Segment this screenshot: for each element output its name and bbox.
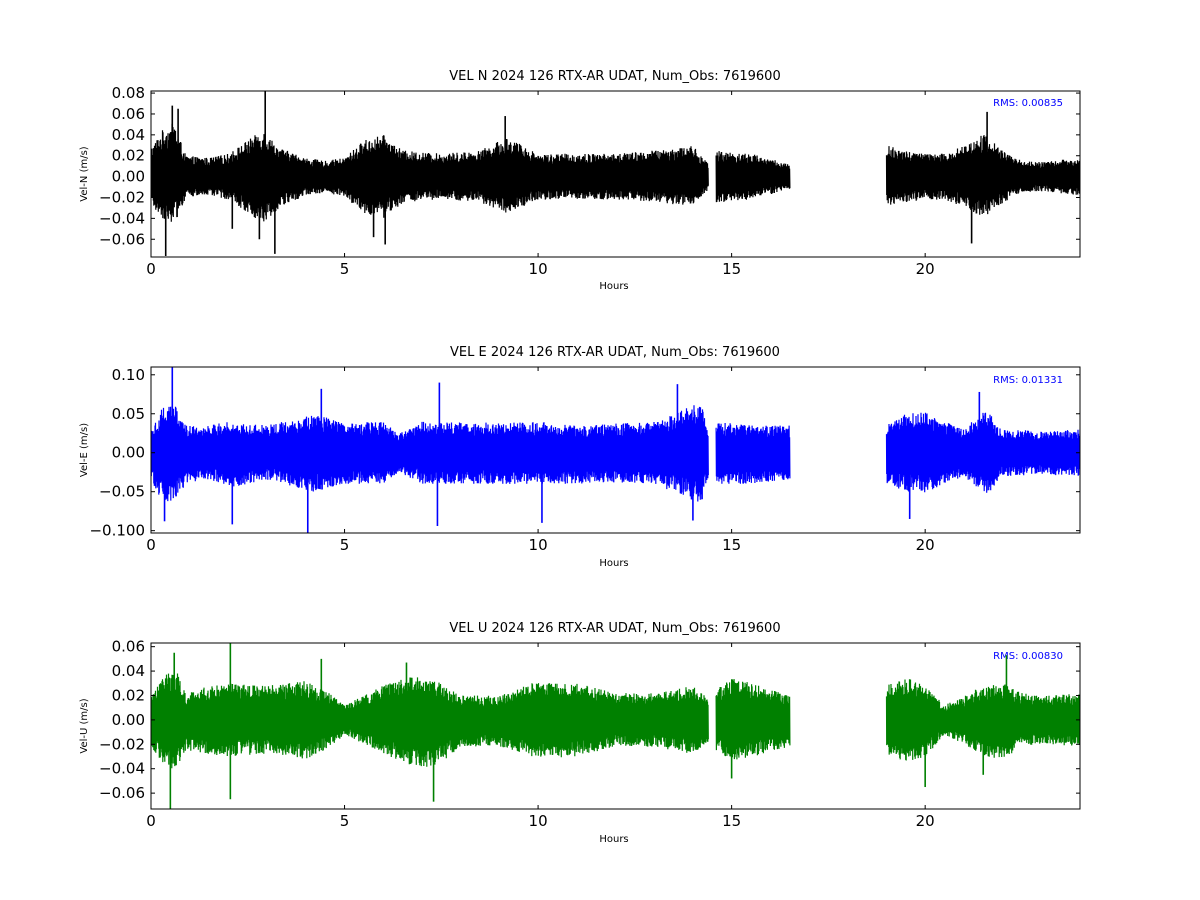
- series-segment: [885, 679, 1080, 761]
- axes-frame: [150, 366, 1081, 534]
- axis-ticks: 0 5 10 15 20 −0.06 −0.04 −0.02 0.00 0.02 0.04 0.06 0…: [99, 84, 1081, 278]
- rms-annotation: RMS: 0.01331: [993, 375, 1063, 386]
- x-tick-label: 0: [146, 536, 156, 554]
- x-tick-label: 15: [722, 812, 741, 830]
- panel-title: VEL N 2024 126 RTX-AR UDAT, Num_Obs: 761…: [449, 69, 780, 84]
- y-tick-label: 0.02: [112, 686, 145, 704]
- y-tick-label: 0.00: [112, 711, 145, 729]
- x-tick-label: 0: [146, 812, 156, 830]
- plot-area: [151, 91, 1080, 256]
- y-tick-label: −0.04: [99, 760, 145, 778]
- series-segment: [715, 151, 791, 203]
- x-tick-label: 5: [340, 812, 350, 830]
- y-tick-label: 0.06: [112, 105, 145, 123]
- x-tick-label: 0: [146, 260, 156, 278]
- y-tick-label: 0.04: [112, 662, 145, 680]
- y-tick-label: −0.02: [99, 735, 145, 753]
- x-tick-label: 20: [916, 536, 935, 554]
- y-tick-label: −0.06: [99, 230, 145, 248]
- series-segment: [715, 679, 791, 760]
- y-tick-label: −0.05: [99, 483, 145, 501]
- x-tick-label: 5: [340, 260, 350, 278]
- plot-area: [151, 643, 1080, 809]
- data-series: [151, 91, 1080, 256]
- rms-annotation: RMS: 0.00835: [993, 98, 1063, 109]
- axis-ticks: 0 5 10 15 20 −0.100 −0.05 0.00 0.05 0.10: [89, 366, 1081, 554]
- series-segment: [885, 135, 1080, 215]
- series-segment: [885, 412, 1080, 493]
- x-tick-label: 5: [340, 536, 350, 554]
- data-series: [151, 367, 1080, 533]
- y-tick-label: −0.02: [99, 188, 145, 206]
- x-tick-label: 10: [529, 536, 548, 554]
- x-axis-label: Hours: [599, 281, 628, 292]
- x-tick-label: 20: [916, 260, 935, 278]
- data-series: [151, 643, 1080, 809]
- x-axis-label: Hours: [599, 558, 628, 569]
- y-tick-label: 0.05: [112, 405, 145, 423]
- axis-ticks: 0 5 10 15 20 −0.06 −0.04 −0.02 0.00 0.02 0.04 0.06: [99, 638, 1081, 830]
- y-tick-label: 0.06: [112, 638, 145, 656]
- y-tick-label: 0.08: [112, 84, 145, 102]
- axes-frame: [150, 642, 1081, 810]
- y-tick-label: −0.06: [99, 784, 145, 802]
- y-axis-label: Vel-E (m/s): [79, 423, 90, 477]
- y-tick-label: 0.00: [112, 444, 145, 462]
- x-tick-label: 10: [529, 812, 548, 830]
- y-tick-label: 0.10: [112, 366, 145, 384]
- y-tick-label: 0.00: [112, 168, 145, 186]
- y-tick-label: 0.04: [112, 126, 145, 144]
- series-segment: [151, 673, 709, 769]
- x-tick-label: 15: [722, 536, 741, 554]
- axes-frame: [150, 90, 1081, 258]
- x-tick-label: 20: [916, 812, 935, 830]
- y-tick-label: 0.02: [112, 147, 145, 165]
- panel-title: VEL E 2024 126 RTX-AR UDAT, Num_Obs: 761…: [450, 345, 780, 360]
- panel-vel-u: VEL U 2024 126 RTX-AR UDAT, Num_Obs: 761…: [79, 621, 1081, 845]
- x-axis-label: Hours: [599, 834, 628, 845]
- rms-annotation: RMS: 0.00830: [993, 651, 1063, 662]
- panel-title: VEL U 2024 126 RTX-AR UDAT, Num_Obs: 761…: [449, 621, 780, 636]
- panel-vel-e: VEL E 2024 126 RTX-AR UDAT, Num_Obs: 761…: [79, 345, 1081, 569]
- panel-vel-n: VEL N 2024 126 RTX-AR UDAT, Num_Obs: 761…: [79, 69, 1081, 292]
- y-tick-label: −0.04: [99, 209, 145, 227]
- y-axis-label: Vel-U (m/s): [79, 698, 90, 753]
- y-tick-label: −0.100: [89, 522, 145, 540]
- y-axis-label: Vel-N (m/s): [79, 146, 90, 201]
- x-tick-label: 15: [722, 260, 741, 278]
- x-tick-label: 10: [529, 260, 548, 278]
- series-segment: [151, 123, 709, 222]
- plot-area: [151, 367, 1080, 533]
- series-segment: [715, 422, 791, 484]
- series-segment: [151, 405, 709, 502]
